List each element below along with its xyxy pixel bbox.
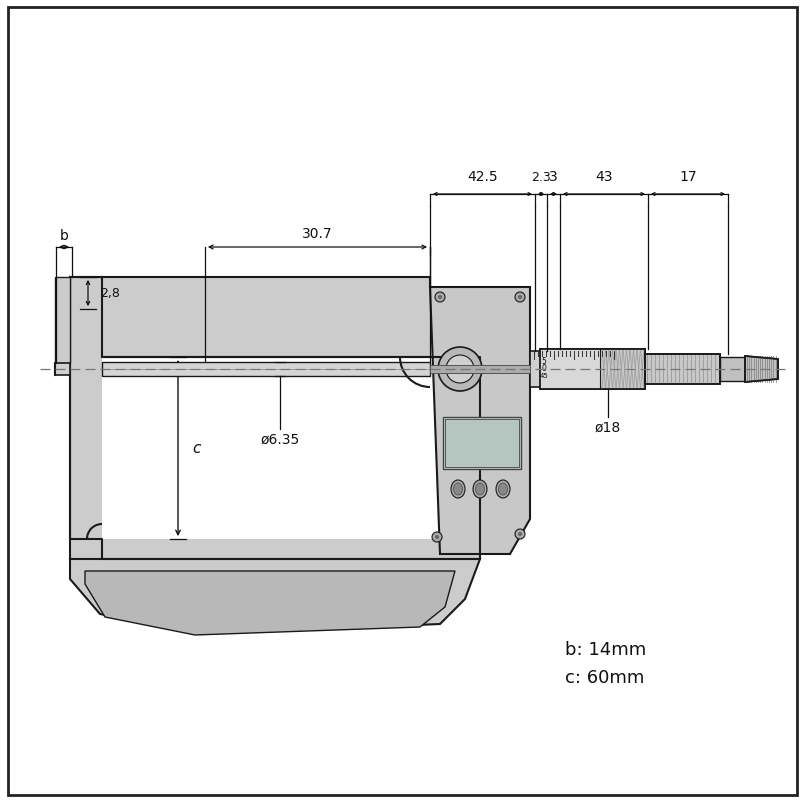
Polygon shape: [430, 365, 530, 373]
Polygon shape: [55, 278, 70, 364]
Polygon shape: [443, 418, 521, 470]
Text: ø6.35: ø6.35: [260, 433, 299, 446]
Text: b: 14mm: b: 14mm: [565, 640, 646, 658]
Polygon shape: [540, 349, 645, 389]
Circle shape: [515, 529, 525, 540]
Polygon shape: [70, 278, 102, 560]
Text: 45: 45: [539, 373, 548, 378]
Polygon shape: [445, 419, 519, 467]
Text: 2,8: 2,8: [100, 287, 120, 300]
Circle shape: [438, 296, 442, 300]
Ellipse shape: [453, 483, 463, 495]
Text: 0: 0: [542, 364, 547, 373]
Ellipse shape: [498, 483, 507, 495]
Text: 2.3: 2.3: [531, 171, 551, 184]
Text: c: 60mm: c: 60mm: [565, 668, 644, 686]
Ellipse shape: [476, 483, 485, 495]
Polygon shape: [85, 571, 455, 635]
Circle shape: [438, 348, 482, 392]
Text: 43: 43: [595, 169, 613, 184]
Polygon shape: [430, 287, 530, 554]
Text: 3: 3: [549, 169, 558, 184]
Polygon shape: [530, 352, 618, 388]
Circle shape: [435, 536, 439, 540]
Circle shape: [515, 292, 525, 303]
Polygon shape: [745, 357, 778, 382]
Circle shape: [446, 356, 474, 384]
Polygon shape: [70, 278, 102, 560]
Circle shape: [435, 292, 445, 303]
Text: 17: 17: [679, 169, 697, 184]
Text: b: b: [60, 229, 68, 243]
Ellipse shape: [473, 480, 487, 499]
Text: ø18: ø18: [595, 421, 621, 434]
Ellipse shape: [451, 480, 465, 499]
Polygon shape: [600, 349, 645, 389]
Polygon shape: [540, 349, 600, 389]
Polygon shape: [645, 355, 720, 385]
Text: 42.5: 42.5: [467, 169, 497, 184]
Circle shape: [518, 296, 522, 300]
Circle shape: [518, 532, 522, 536]
Polygon shape: [102, 362, 430, 377]
Text: 5: 5: [542, 357, 547, 365]
Circle shape: [432, 532, 442, 542]
Polygon shape: [102, 278, 430, 357]
Text: c: c: [192, 441, 200, 456]
Polygon shape: [70, 560, 480, 634]
Polygon shape: [720, 357, 745, 381]
Text: 30.7: 30.7: [302, 226, 332, 241]
Polygon shape: [70, 540, 480, 560]
Ellipse shape: [496, 480, 510, 499]
Polygon shape: [55, 364, 70, 376]
